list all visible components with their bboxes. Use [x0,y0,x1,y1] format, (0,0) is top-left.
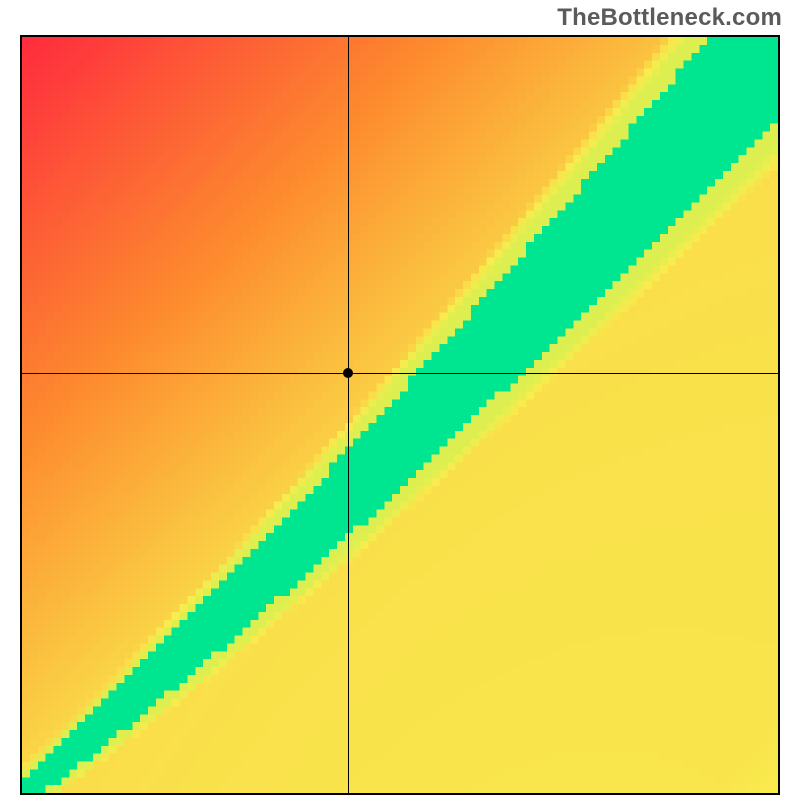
plot-border [20,35,780,795]
crosshair-horizontal [20,373,780,374]
chart-container: { "watermark": { "text": "TheBottleneck.… [0,0,800,800]
watermark-text: TheBottleneck.com [557,4,782,32]
crosshair-vertical [348,35,349,795]
